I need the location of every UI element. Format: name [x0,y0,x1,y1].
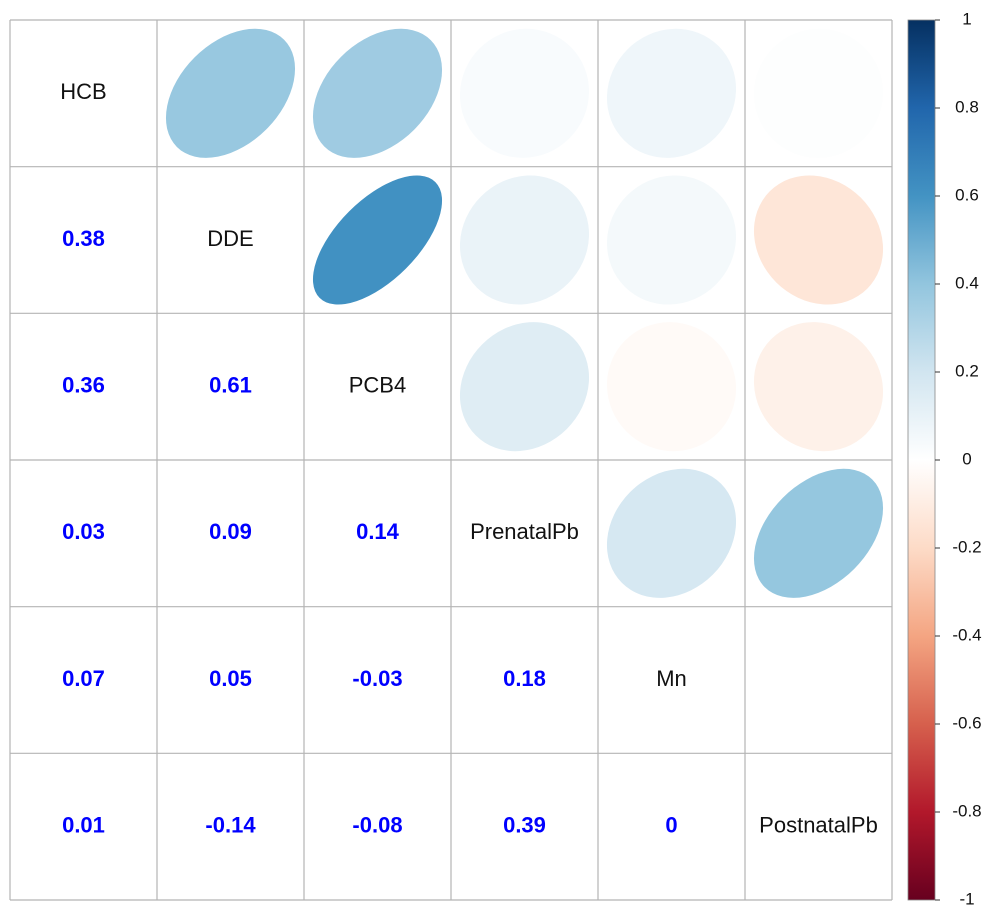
colorbar-tick-label: -1 [959,889,974,908]
correlation-ellipse [606,468,737,598]
correlation-value: 0.61 [209,372,252,397]
colorbar [907,19,936,901]
correlation-ellipse [312,175,443,305]
correlation-ellipse [753,175,884,305]
colorbar-tick-label: 0.6 [955,185,979,204]
colorbar-tick-label: 0.8 [955,97,979,116]
correlation-value: 0.07 [62,666,105,691]
colorbar-tick-label: 0.2 [955,361,979,380]
variable-label: DDE [207,226,253,251]
variable-label: PostnatalPb [759,812,878,837]
correlation-ellipse [312,28,443,158]
correlation-ellipse [606,175,737,305]
correlation-value: -0.08 [352,812,402,837]
correlation-ellipse [606,322,737,452]
correlation-value: 0.38 [62,226,105,251]
correlation-ellipse [459,28,590,158]
variable-label: HCB [60,79,106,104]
correlation-value: 0 [665,812,677,837]
correlation-value: 0.03 [62,519,105,544]
correlation-value: 0.05 [209,666,252,691]
variable-label: PrenatalPb [470,519,579,544]
correlation-ellipse [459,322,590,452]
correlation-ellipse [753,615,884,745]
correlation-value: -0.14 [205,812,256,837]
correlation-ellipse [753,28,884,158]
colorbar-tick-label: -0.6 [952,713,981,732]
correlation-ellipse [753,468,884,598]
correlation-ellipse [165,28,296,158]
colorbar-tick-label: -0.2 [952,537,981,556]
correlation-ellipse [606,28,737,158]
correlation-value: 0.18 [503,666,546,691]
correlation-ellipse [753,322,884,452]
correlation-value: 0.36 [62,372,105,397]
colorbar-tick-label: -0.4 [952,625,981,644]
correlation-value: 0.09 [209,519,252,544]
colorbar-tick-label: 0 [962,449,971,468]
colorbar-tick-label: 0.4 [955,273,979,292]
correlation-value: 0.14 [356,519,400,544]
correlation-value: 0.39 [503,812,546,837]
correlation-value: 0.01 [62,812,105,837]
variable-label: Mn [656,666,687,691]
correlation-value: -0.03 [352,666,402,691]
colorbar-tick-label: 1 [962,9,971,28]
variable-label: PCB4 [349,372,406,397]
correlation-ellipse [459,175,590,305]
colorbar-tick-label: -0.8 [952,801,981,820]
